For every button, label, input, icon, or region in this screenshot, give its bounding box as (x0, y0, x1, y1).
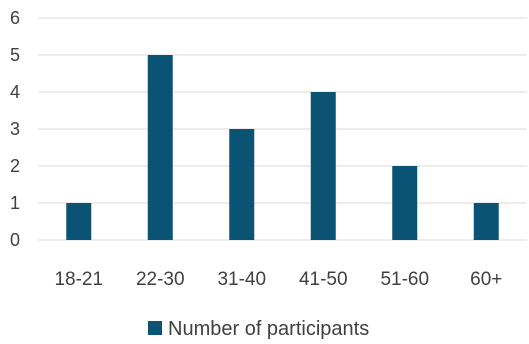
gridlines (38, 17, 527, 241)
y-tick-label: 6 (10, 8, 20, 28)
y-tick-label: 0 (10, 230, 20, 250)
y-tick-label: 5 (10, 45, 20, 65)
legend: Number of participants (148, 318, 369, 340)
legend-swatch (148, 321, 162, 335)
y-tick-label: 4 (10, 82, 20, 102)
x-tick-label: 51-60 (380, 269, 429, 290)
bar-22-30 (147, 55, 173, 240)
bar-31-40 (229, 129, 255, 240)
y-tick-label: 1 (10, 193, 20, 213)
x-tick-label: 41-50 (299, 269, 348, 290)
x-tick-label: 60+ (470, 269, 502, 290)
x-tick-label: 31-40 (217, 269, 266, 290)
y-tick-label: 3 (10, 119, 20, 139)
bar-60+ (473, 203, 499, 240)
bar-51-60 (392, 166, 418, 240)
y-tick-label: 2 (10, 156, 20, 176)
x-axis-ticks: 18-21 22-30 31-40 41-50 51-60 60+ (54, 269, 502, 290)
bars (66, 55, 499, 240)
bar-41-50 (310, 92, 336, 240)
bar-18-21 (66, 203, 92, 240)
y-axis-ticks: 0 1 2 3 4 5 6 (10, 8, 20, 250)
x-tick-label: 22-30 (136, 269, 185, 290)
x-tick-label: 18-21 (54, 269, 103, 290)
legend-label: Number of participants (168, 318, 369, 340)
